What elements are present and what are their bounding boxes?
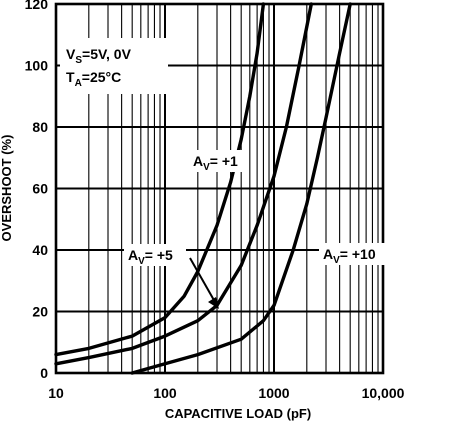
conditions-line-2: TA=25°C — [66, 69, 121, 89]
x-axis-title: CAPACITIVE LOAD (pF) — [165, 406, 311, 421]
av5-pointer-arrow — [189, 257, 216, 303]
y-tick-label: 60 — [32, 181, 48, 197]
x-tick-label: 1000 — [258, 385, 289, 401]
y-tick-label: 80 — [32, 119, 48, 135]
y-axis-title: OVERSHOOT (%) — [0, 135, 14, 242]
x-tick-label: 10 — [48, 385, 64, 401]
series-layer — [54, 2, 352, 375]
series-label-av1: AV= +1 — [193, 153, 238, 173]
label-bg-av10 — [319, 243, 391, 265]
frame-layer — [54, 2, 385, 375]
label-bg-av5 — [124, 244, 186, 266]
series-label-av10: AV= +10 — [323, 246, 376, 266]
y-tick-label: 0 — [40, 365, 48, 381]
x-tick-label: 100 — [153, 385, 177, 401]
y-tick-label: 120 — [25, 0, 49, 12]
conditions-line-1: VS=5V, 0V — [66, 46, 132, 66]
label-bg-av1 — [189, 150, 247, 172]
y-tick-label: 20 — [32, 304, 48, 320]
series-line-1 — [54, 2, 313, 366]
series-line-0 — [54, 2, 266, 357]
tick-layer: 0 20 40 60 80 100 120 10 100 1000 10,000 — [25, 0, 405, 401]
series-line-2 — [130, 2, 352, 375]
av5-arrowhead — [208, 297, 219, 309]
conditions-box-bg — [60, 38, 168, 94]
plot-frame — [54, 2, 385, 375]
series-label-av5: AV= +5 — [128, 247, 173, 267]
x-tick-label: 10,000 — [362, 385, 405, 401]
y-tick-label: 40 — [32, 242, 48, 258]
y-tick-label: 100 — [25, 58, 49, 74]
